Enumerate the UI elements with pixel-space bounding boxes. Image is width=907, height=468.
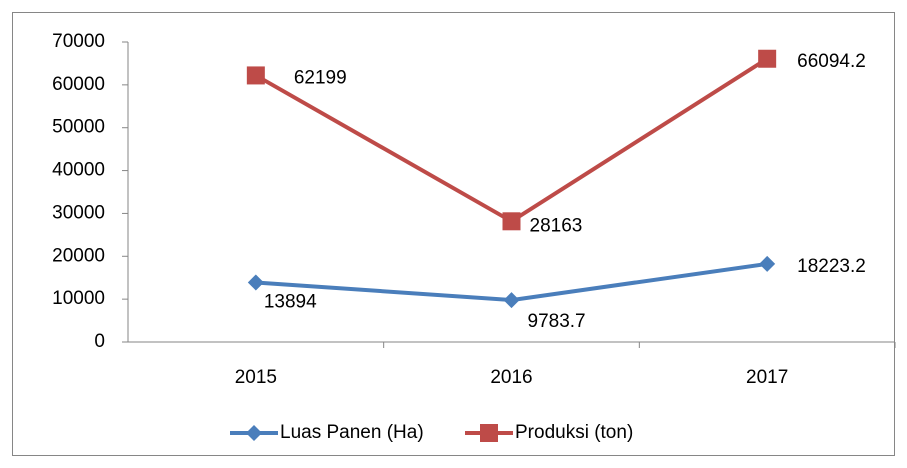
marker [246,66,265,85]
marker [247,274,264,291]
legend-label: Luas Panen (Ha) [280,422,424,443]
data-label: 66094.2 [797,51,866,72]
legend-label: Produksi (ton) [515,422,633,443]
data-label: 62199 [294,67,347,88]
data-label: 9783.7 [528,311,586,332]
x-tick-label: 2015 [235,367,277,388]
y-tick-label: 70000 [52,31,105,52]
marker [502,212,521,231]
y-tick-label: 20000 [52,245,105,266]
y-tick-label: 40000 [52,160,105,181]
marker [503,292,520,309]
marker [758,49,777,68]
y-tick-label: 0 [94,331,105,352]
data-label: 13894 [264,291,317,312]
y-tick-label: 30000 [52,202,105,223]
x-tick-label: 2016 [490,367,532,388]
x-tick-label: 2017 [746,367,788,388]
data-label: 28163 [530,215,583,236]
data-label: 18223.2 [797,256,866,277]
marker [480,424,498,442]
y-tick-label: 10000 [52,288,105,309]
y-tick-label: 60000 [52,74,105,95]
marker [246,425,262,441]
chart-frame [12,12,895,456]
marker [759,255,776,272]
y-tick-label: 50000 [52,117,105,138]
